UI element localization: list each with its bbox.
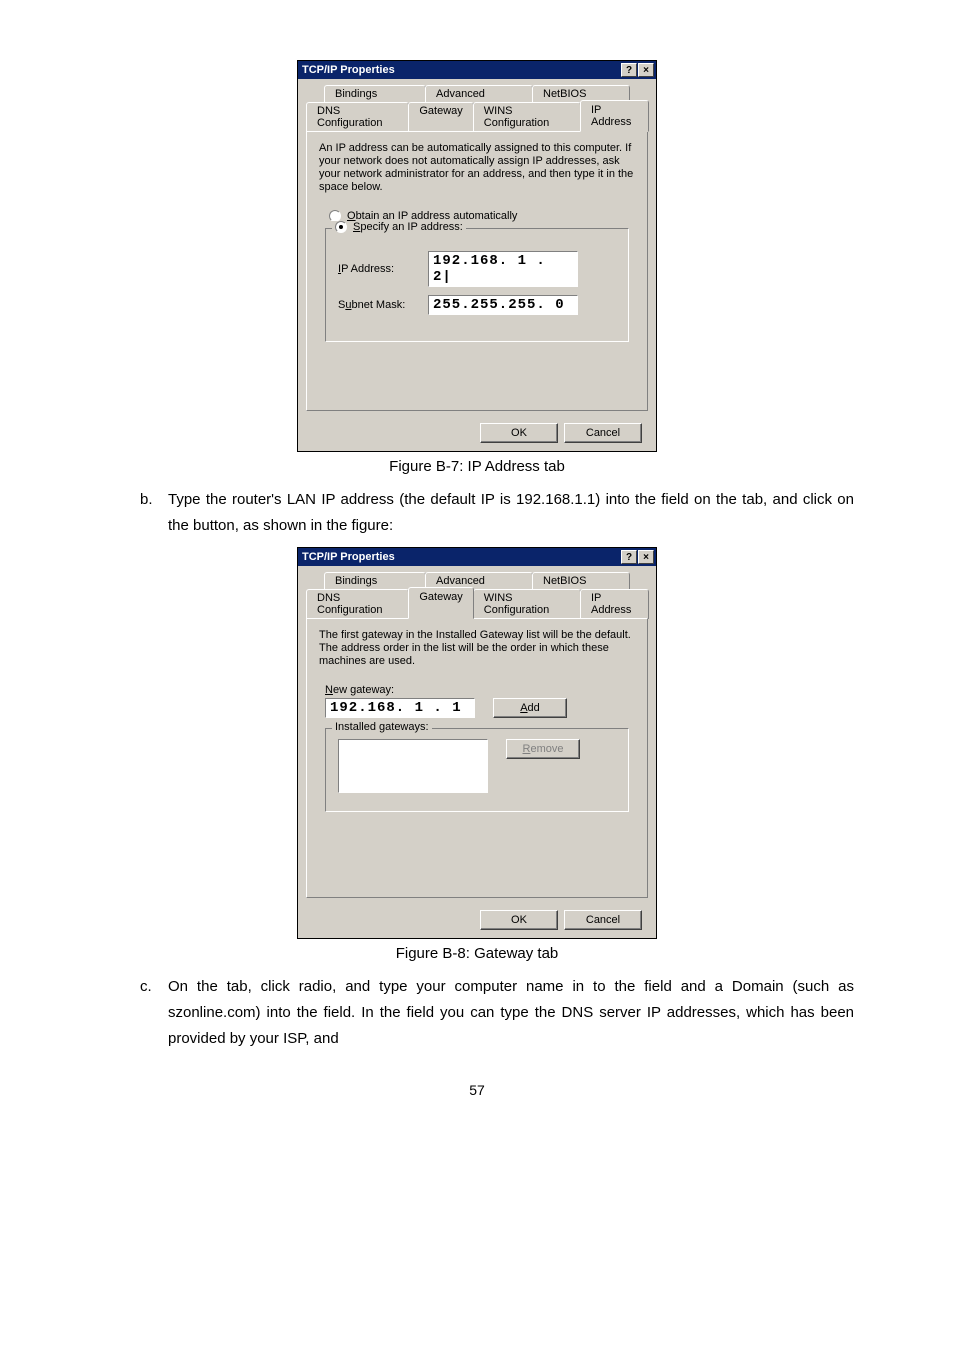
list-marker-c: c. — [140, 974, 168, 1052]
titlebar-text: TCP/IP Properties — [302, 64, 620, 76]
list-content-c: On the tab, click radio, and type your c… — [168, 974, 854, 1052]
tab-wins-configuration[interactable]: WINS Configuration — [473, 589, 581, 619]
subnet-mask-input[interactable]: 255.255.255. 0 — [428, 295, 578, 315]
installed-gateways-list[interactable] — [338, 739, 488, 793]
ok-button[interactable]: OK — [480, 910, 558, 930]
installed-gateways-label: Installed gateways: — [332, 721, 432, 733]
tab-netbios[interactable]: NetBIOS — [532, 572, 630, 590]
cancel-button[interactable]: Cancel — [564, 910, 642, 930]
titlebar: TCP/IP Properties ? × — [298, 61, 656, 79]
remove-button[interactable]: Remove — [506, 739, 580, 759]
tab-row-1: Bindings Advanced NetBIOS — [306, 572, 648, 590]
ip-address-label: IP Address: — [338, 263, 428, 275]
cancel-button[interactable]: Cancel — [564, 423, 642, 443]
tab-bindings[interactable]: Bindings — [324, 85, 426, 103]
titlebar-text: TCP/IP Properties — [302, 551, 620, 563]
tcpip-properties-dialog-1: TCP/IP Properties ? × Bindings Advanced … — [297, 60, 657, 452]
tab-advanced[interactable]: Advanced — [425, 85, 533, 103]
ok-button[interactable]: OK — [480, 423, 558, 443]
tab-pane-ip-address: An IP address can be automatically assig… — [306, 131, 648, 411]
page-number: 57 — [100, 1082, 854, 1098]
add-button[interactable]: Add — [493, 698, 567, 718]
tab-wins-configuration[interactable]: WINS Configuration — [473, 102, 581, 132]
info-text: An IP address can be automatically assig… — [319, 142, 635, 194]
tab-row-2: DNS Configuration Gateway WINS Configura… — [306, 102, 648, 132]
figure-caption-b8: Figure B-8: Gateway tab — [100, 945, 854, 962]
installed-gateways-groupbox: Installed gateways: Remove — [325, 728, 629, 812]
radio-icon — [335, 221, 347, 233]
subnet-mask-label: Subnet Mask: — [338, 299, 428, 311]
titlebar: TCP/IP Properties ? × — [298, 548, 656, 566]
list-item-c: c. On the tab, click radio, and type you… — [140, 974, 854, 1052]
tab-ip-address[interactable]: IP Address — [580, 100, 649, 132]
tab-dns-configuration[interactable]: DNS Configuration — [306, 102, 409, 132]
list-item-b: b. Type the router's LAN IP address (the… — [140, 487, 854, 539]
tab-pane-gateway: The first gateway in the Installed Gatew… — [306, 618, 648, 898]
radio-specify-label: Specify an IP address: — [353, 221, 463, 233]
close-button[interactable]: × — [638, 63, 654, 77]
new-gateway-input[interactable]: 192.168. 1 . 1 — [325, 698, 475, 718]
close-button[interactable]: × — [638, 550, 654, 564]
radio-specify-ip[interactable]: Specify an IP address: — [332, 221, 466, 233]
specify-ip-groupbox: Specify an IP address: IP Address: 192.1… — [325, 228, 629, 342]
list-marker-b: b. — [140, 487, 168, 539]
tcpip-properties-dialog-2: TCP/IP Properties ? × Bindings Advanced … — [297, 547, 657, 939]
tab-dns-configuration[interactable]: DNS Configuration — [306, 589, 409, 619]
list-content-b: Type the router's LAN IP address (the de… — [168, 487, 854, 539]
help-button[interactable]: ? — [621, 63, 637, 77]
tab-gateway[interactable]: Gateway — [408, 102, 473, 132]
tab-ip-address[interactable]: IP Address — [580, 589, 649, 619]
tab-row-2: DNS Configuration Gateway WINS Configura… — [306, 589, 648, 619]
figure-caption-b7: Figure B-7: IP Address tab — [100, 458, 854, 475]
tab-gateway[interactable]: Gateway — [408, 587, 473, 619]
help-button[interactable]: ? — [621, 550, 637, 564]
ip-address-input[interactable]: 192.168. 1 . 2| — [428, 251, 578, 287]
new-gateway-label: New gateway: — [325, 684, 629, 696]
info-text: The first gateway in the Installed Gatew… — [319, 629, 635, 668]
